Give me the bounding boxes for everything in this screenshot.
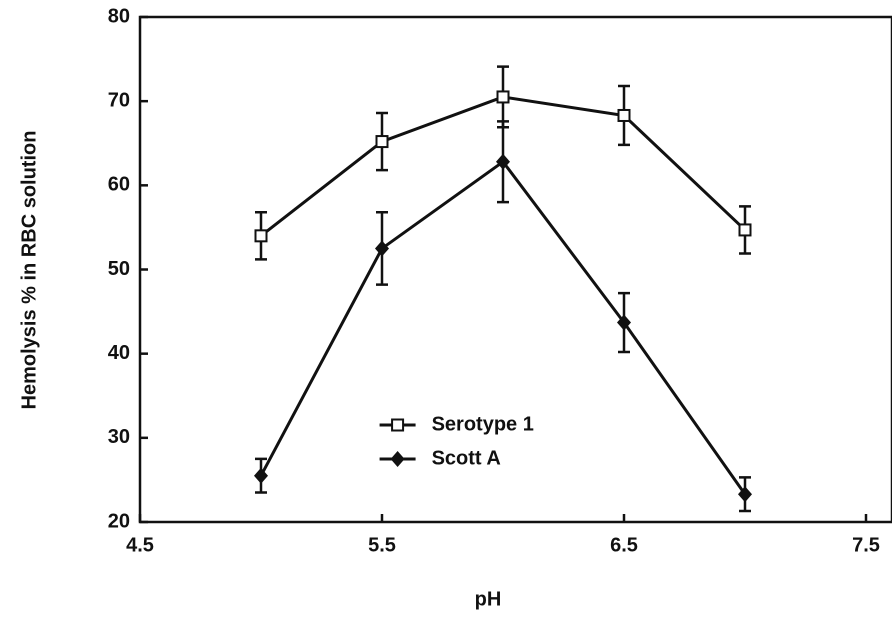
x-tick-label: 5.5 <box>368 534 396 556</box>
marker <box>496 153 510 170</box>
marker <box>738 223 752 237</box>
y-axis-label: Hemolysis % in RBC solution <box>18 131 40 410</box>
y-tick-label: 30 <box>108 426 130 448</box>
marker <box>496 90 510 104</box>
marker <box>390 451 405 467</box>
x-tick-label: 4.5 <box>126 534 154 556</box>
marker <box>617 314 631 331</box>
marker <box>254 467 268 484</box>
y-tick-label: 40 <box>108 342 130 364</box>
y-tick-label: 60 <box>108 174 130 196</box>
plot-frame <box>138 15 892 524</box>
marker <box>375 240 389 257</box>
series-line <box>259 159 747 496</box>
y-tick-label: 80 <box>108 5 130 27</box>
marker <box>391 418 405 432</box>
x-axis-label: pH <box>475 588 502 610</box>
marker <box>617 108 631 122</box>
legend-label: Serotype 1 <box>432 413 534 435</box>
x-tick-label: 7.5 <box>852 534 880 556</box>
marker <box>738 486 752 503</box>
y-tick-label: 20 <box>108 510 130 532</box>
y-tick-label: 50 <box>108 258 130 280</box>
legend-label: Scott A <box>432 447 501 469</box>
marker <box>375 135 389 149</box>
marker <box>254 229 268 243</box>
x-tick-label: 6.5 <box>610 534 638 556</box>
y-tick-label: 70 <box>108 89 130 111</box>
